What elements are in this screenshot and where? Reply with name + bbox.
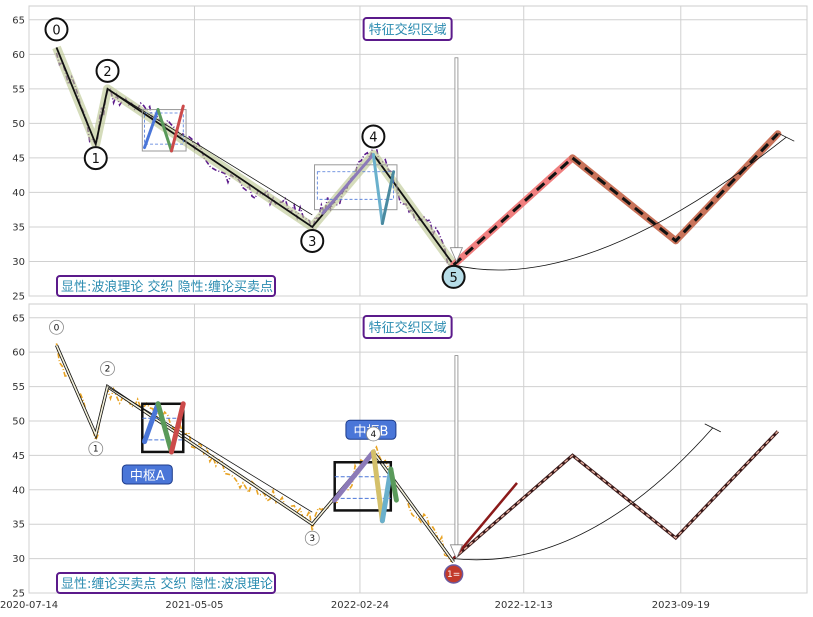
y-tick-label: 55 <box>12 382 25 393</box>
wave-label: 3 <box>309 534 315 544</box>
future-leg <box>672 130 782 245</box>
y-tick-label: 55 <box>12 84 25 95</box>
y-tick-label: 45 <box>12 451 25 462</box>
inner-swing <box>169 104 185 153</box>
inner-swing <box>332 449 376 503</box>
projection-arc <box>453 427 714 561</box>
projection-arc <box>453 136 787 271</box>
y-tick-label: 25 <box>12 292 25 303</box>
zhongshu-box <box>141 402 185 454</box>
bottom-panel: 253035404550556065中枢A中枢B012341=特征交织区域显性:… <box>12 303 808 600</box>
future-dashed <box>453 430 779 560</box>
wave-label: 1 <box>92 152 100 167</box>
future-dashed <box>452 132 779 267</box>
inner-swing <box>371 152 384 225</box>
wave-marker <box>88 441 104 457</box>
legend-label: 显性:缠论买卖点 交织 隐性:波浪理论 <box>61 576 273 592</box>
wave-marker <box>49 319 64 335</box>
wave-label: 2 <box>103 65 111 80</box>
y-tick-label: 50 <box>12 119 25 130</box>
down-arrow-head <box>449 247 464 263</box>
x-tick-label: 2020-07-14 <box>0 600 58 611</box>
wave-label: 2 <box>105 365 111 375</box>
wave-marker <box>304 530 320 546</box>
wave-label: 3 <box>308 235 316 250</box>
arc-cap <box>778 132 795 142</box>
zhongshu-label-box <box>121 464 173 485</box>
y-tick-label: 60 <box>12 348 25 359</box>
inner-swing <box>370 449 385 524</box>
wave-marker <box>361 124 386 149</box>
y-tick-label: 40 <box>12 188 25 199</box>
feature-label: 特征交织区域 <box>369 320 447 336</box>
feature-label: 特征交织区域 <box>369 22 447 38</box>
wave-line <box>55 47 455 266</box>
y-tick-label: 60 <box>12 50 25 61</box>
y-tick-label: 35 <box>12 222 25 233</box>
inner-swing <box>388 466 399 503</box>
wave-marker <box>44 17 69 42</box>
breakout-leg <box>452 482 518 560</box>
wave-marker <box>300 228 325 253</box>
zhongshu-label: 中枢A <box>130 469 165 484</box>
y-tick-label: 40 <box>12 485 25 496</box>
x-axis: 2020-07-14 2021-05-05 2022-02-24 2022-12-13… <box>0 600 710 611</box>
inner-swing <box>168 401 186 455</box>
wave-label: 0 <box>52 23 60 38</box>
x-tick-label: 2022-02-24 <box>331 600 389 611</box>
y-tick-label: 35 <box>12 520 25 531</box>
wave-marker <box>100 361 115 376</box>
y-tick-label: 65 <box>12 15 25 26</box>
inner-swing <box>143 108 160 150</box>
wave-label: 1 <box>93 445 99 455</box>
inner-swing <box>379 466 394 524</box>
y-tick-label: 50 <box>12 416 25 427</box>
inner-swing <box>156 108 173 153</box>
wave-inner <box>55 344 455 563</box>
down-arrow-head <box>449 544 464 560</box>
inner-box <box>316 171 394 200</box>
wave-marker <box>366 426 381 442</box>
y-tick-label: 30 <box>12 257 25 268</box>
wave-marker <box>95 58 120 83</box>
legend-label-box <box>56 275 276 297</box>
consolidation-box <box>141 109 187 152</box>
legend-label: 显性:波浪理论 交织 隐性:缠论买卖点 <box>61 279 273 295</box>
x-tick-label: 2022-12-13 <box>495 600 553 611</box>
inner-swing <box>142 401 161 445</box>
x-tick-label: 2023-09-19 <box>652 600 710 611</box>
plot-area <box>28 303 808 594</box>
down-arrow-shaft <box>454 57 459 249</box>
legend-label-box <box>56 572 276 594</box>
inner-swing <box>155 401 174 455</box>
wave-marker <box>443 564 464 584</box>
inner-swing <box>380 170 396 225</box>
y-tick-label: 25 <box>12 589 25 600</box>
wave-label: 5 <box>449 271 457 286</box>
wave-label: 4 <box>371 430 377 440</box>
wave-marker <box>441 264 466 289</box>
channel-line <box>107 88 313 216</box>
y-tick-label: 65 <box>12 313 25 324</box>
wave-label: 0 <box>54 323 60 333</box>
y-tick-label: 45 <box>12 153 25 164</box>
y-tick-label: 30 <box>12 554 25 565</box>
arc-cap <box>704 423 721 433</box>
consolidation-box <box>314 164 398 211</box>
down-arrow-shaft <box>454 355 459 546</box>
inner-swing <box>321 152 375 215</box>
feature-label-box <box>362 315 453 339</box>
feature-label-box <box>362 17 453 41</box>
wave-marker <box>83 146 108 171</box>
wave-label: 1= <box>447 570 460 580</box>
x-tick-label: 2021-05-05 <box>165 600 223 611</box>
wave-label: 4 <box>369 130 377 145</box>
